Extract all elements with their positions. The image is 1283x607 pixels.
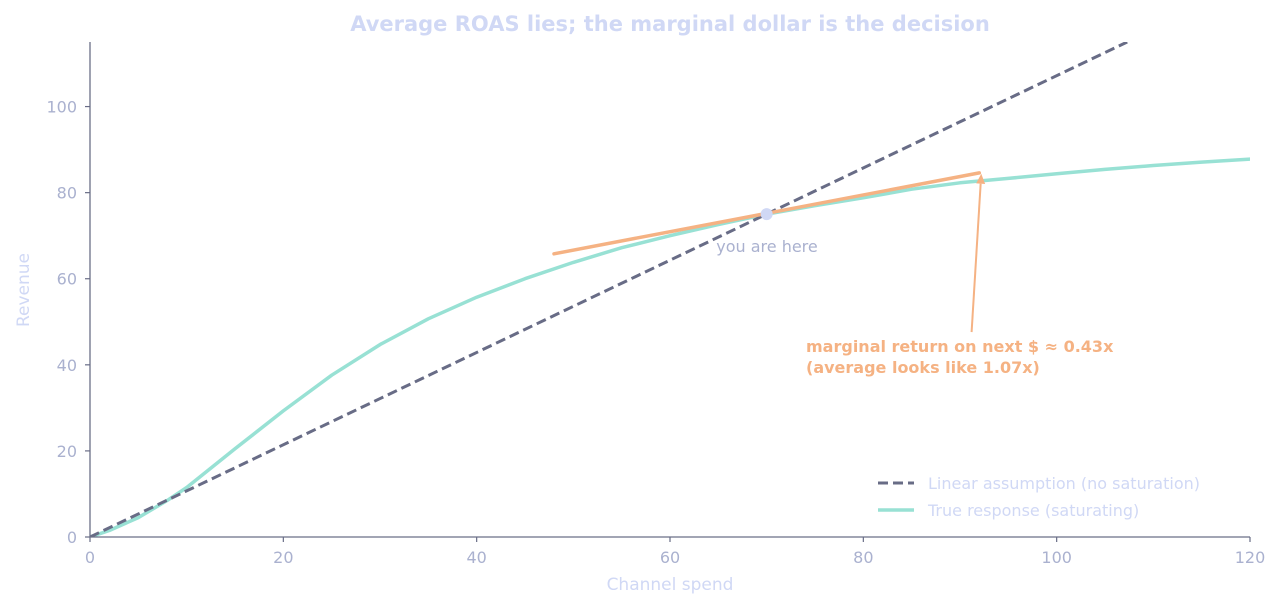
legend-label-linear: Linear assumption (no saturation) [928,474,1200,493]
x-axis-label: Channel spend [607,575,734,595]
y-ticks: 0 20 40 60 80 100 [46,98,90,547]
average-roas-annotation: (average looks like 1.07x) [806,358,1040,377]
operating-point-label: you are here [716,237,818,256]
series-line-linear-assumption [90,42,1128,537]
x-tick-label: 100 [1041,548,1072,567]
plot-area [90,42,1250,537]
marginal-return-annotation: marginal return on next $ ≈ 0.43x [806,337,1114,356]
annotation-arrow-head [976,173,986,184]
y-tick-label: 60 [57,270,77,289]
series-line-true-response [90,157,1250,537]
annotation-arrow-shaft [970,183,982,333]
x-tick-label: 0 [85,548,95,567]
y-tick-label: 40 [57,356,77,375]
x-tick-label: 60 [660,548,680,567]
y-tick-label: 100 [46,98,77,117]
y-tick-label: 0 [67,528,77,547]
x-ticks: 0 20 40 60 80 100 120 [85,537,1265,567]
x-tick-label: 20 [273,548,293,567]
operating-point-marker [760,208,773,221]
x-tick-label: 40 [466,548,486,567]
y-tick-label: 80 [57,184,77,203]
y-axis-label: Revenue [14,253,34,327]
legend: Linear assumption (no saturation) True r… [878,474,1200,520]
legend-label-true-response: True response (saturating) [927,501,1139,520]
y-tick-label: 20 [57,442,77,461]
x-tick-label: 120 [1235,548,1266,567]
chart-title: Average ROAS lies; the marginal dollar i… [350,12,990,36]
x-tick-label: 80 [853,548,873,567]
